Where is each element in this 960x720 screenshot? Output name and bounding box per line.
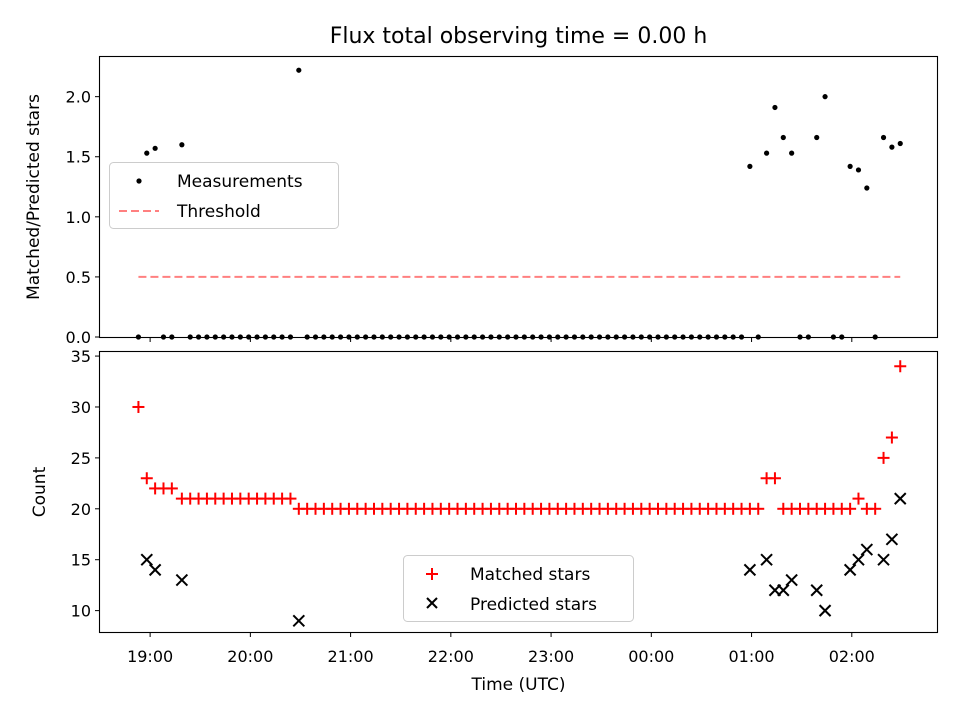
matched-stars-point (869, 502, 882, 515)
predicted-stars-point (148, 563, 162, 577)
measurements-point (855, 167, 862, 173)
bottom-legend: Matched stars Predicted stars (403, 555, 634, 622)
matched-stars-legend-marker (426, 568, 438, 580)
predicted-stars-point (810, 584, 823, 597)
y-tick-label: 10 (71, 602, 91, 621)
predicted-stars-point (894, 492, 907, 505)
x-tick-label: 00:00 (628, 647, 674, 666)
measurements-point (152, 145, 158, 151)
predicted-stars-point (140, 553, 153, 566)
matched-stars-point (284, 492, 297, 505)
y-tick-label: 35 (71, 347, 91, 366)
measurements-point (789, 150, 795, 156)
measurements-point (763, 150, 770, 156)
predicted-stars-point (760, 553, 773, 566)
x-tick-label: 21:00 (328, 647, 374, 666)
matched-stars-point (852, 492, 865, 505)
y-tick-label: 20 (71, 500, 91, 519)
matched-stars-point (752, 502, 765, 515)
predicted-stars-point (885, 533, 899, 546)
matched-stars-point (894, 360, 907, 373)
measurements-point (822, 94, 828, 100)
x-tick-label: 22:00 (428, 647, 474, 666)
y-tick-label: 1.0 (66, 208, 91, 227)
y-tick-label: 2.0 (66, 88, 91, 107)
measurements-point (772, 104, 778, 111)
measurements-legend-label: Measurements (177, 172, 303, 192)
x-tick-label: 19:00 (127, 647, 173, 666)
measurements-point (889, 144, 895, 150)
x-tick-label: 02:00 (829, 647, 875, 666)
predicted-stars-point (292, 614, 306, 628)
measurements-point (296, 67, 302, 73)
matched-stars-legend-label: Matched stars (470, 565, 590, 585)
matched-stars-point (844, 502, 857, 515)
measurements-point (747, 163, 753, 169)
measurements-point (847, 163, 853, 169)
predicted-stars-point (777, 584, 790, 597)
predicted-stars-legend-label: Predicted stars (470, 595, 597, 615)
bottom-y-axis-label: Count (30, 466, 50, 517)
x-tick-label: 01:00 (729, 647, 775, 666)
top-y-axis-label: Matched/Predicted stars (24, 94, 44, 300)
predicted-stars-point (818, 604, 832, 617)
matched-stars-point (140, 472, 153, 485)
top-panel: 0.00.51.01.52.0 Matched/Predicted stars … (24, 55, 939, 347)
matched-stars-point (165, 482, 178, 495)
measurements-point (897, 140, 903, 147)
y-tick-label: 1.5 (66, 148, 91, 167)
x-tick-label: 23:00 (528, 647, 574, 666)
bottom-axes-frame (98, 350, 939, 634)
predicted-stars-point (877, 553, 890, 566)
y-tick-label: 0.5 (66, 268, 91, 287)
threshold-legend-label: Threshold (176, 202, 261, 222)
top-axes-frame (98, 55, 939, 339)
measurements-point (179, 142, 185, 148)
predicted-stars-legend-marker (426, 597, 438, 609)
measurements-point (780, 134, 786, 141)
top-legend: Measurements Threshold (109, 162, 339, 229)
bottom-panel: 10 15 20 25 30 35 19:00 20:00 21:00 22:00 23:00 00… (30, 347, 939, 695)
matched-stars-point (885, 431, 898, 444)
matched-stars-point (768, 472, 781, 485)
x-axis-label: Time (UTC) (471, 675, 566, 695)
measurements-point (880, 134, 887, 141)
measurements-legend-marker (136, 178, 142, 184)
predicted-stars-point (852, 553, 865, 566)
matched-stars-point (877, 451, 890, 464)
measurements-point (144, 150, 150, 156)
predicted-stars-point (843, 563, 857, 577)
predicted-stars-point (743, 563, 757, 577)
measurements-point (864, 185, 870, 191)
measurements-point (814, 134, 820, 141)
x-tick-label: 20:00 (227, 647, 273, 666)
y-tick-label: 25 (71, 449, 91, 468)
predicted-stars-point (785, 573, 798, 587)
chart-title: Flux total observing time = 0.00 h (330, 24, 708, 49)
predicted-stars-point (175, 573, 189, 587)
y-tick-label: 0.0 (66, 328, 91, 347)
matched-stars-point (132, 400, 145, 413)
predicted-stars-point (860, 543, 874, 556)
y-tick-label: 15 (71, 551, 91, 570)
y-tick-label: 30 (71, 398, 91, 417)
